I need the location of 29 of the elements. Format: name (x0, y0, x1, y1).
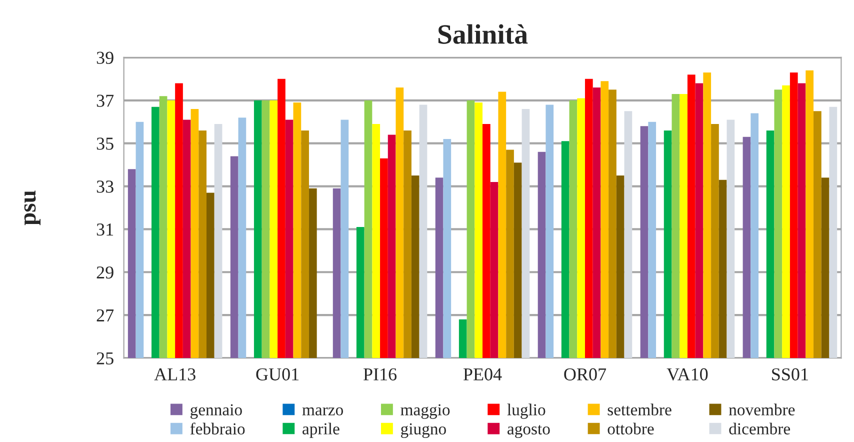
y-tick-label: 25 (96, 352, 114, 364)
y-tick-label: 27 (96, 309, 114, 322)
y-axis-title: psu (24, 190, 40, 226)
x-tick-label: SS01 (772, 368, 808, 380)
legend-label: agosto (508, 424, 550, 438)
x-tick-label: PE04 (463, 368, 502, 380)
legend-label: novembre (728, 404, 795, 416)
legend-label: ottobre (608, 422, 654, 434)
legend-label: giugno (401, 423, 446, 438)
legend-label: febbraio (190, 422, 245, 435)
y-tick-label: 33 (96, 180, 114, 193)
legend-label: dicembre (729, 422, 790, 434)
x-tick-label: PI16 (363, 368, 397, 380)
x-tick-label: VA10 (666, 368, 708, 381)
y-tick-label: 39 (96, 52, 114, 64)
legend-label: gennaio (190, 404, 242, 419)
legend-label: maggio (400, 404, 450, 419)
legend-label: luglio (507, 404, 546, 419)
x-tick-label: GU01 (256, 368, 299, 380)
y-tick-label: 35 (96, 138, 114, 150)
legend-label: marzo (302, 407, 343, 416)
x-tick-label: AL13 (154, 368, 196, 380)
legend-label: aprile (302, 422, 340, 438)
y-tick-label: 31 (96, 224, 114, 236)
x-tick-label: OR07 (564, 368, 606, 380)
legend-label: settembre (608, 404, 672, 416)
y-tick-label: 29 (96, 266, 114, 279)
chart-title: Salinità (438, 24, 528, 44)
y-tick-label: 37 (96, 94, 114, 107)
